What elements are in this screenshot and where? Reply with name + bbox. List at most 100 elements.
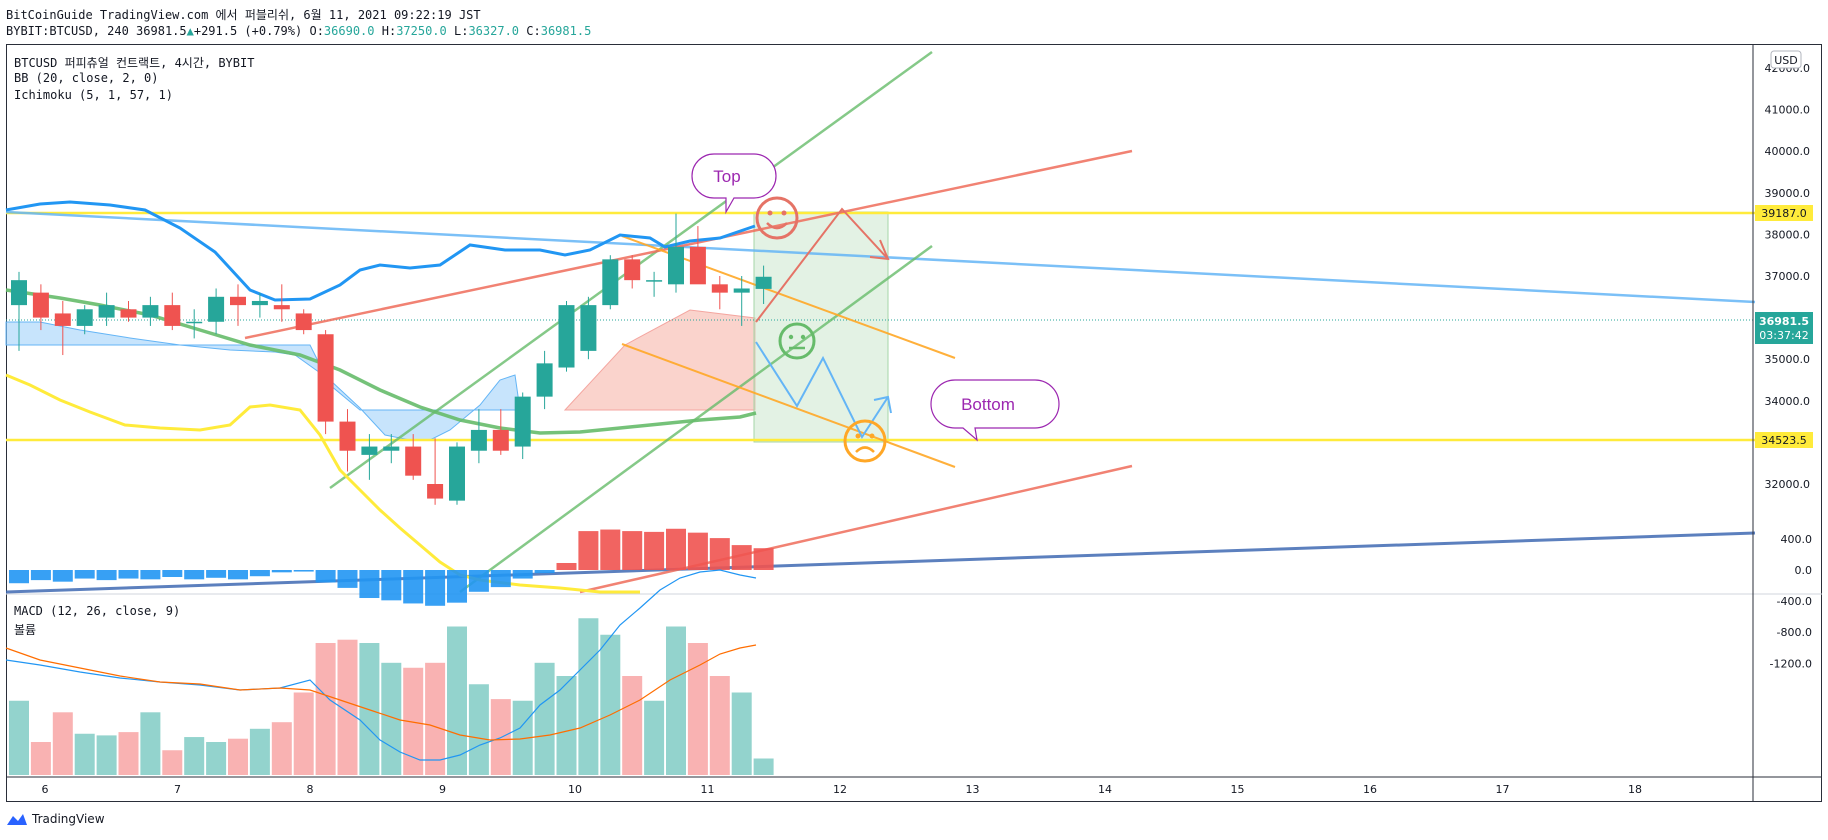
candle-body bbox=[32, 292, 49, 318]
candle-body bbox=[580, 305, 597, 351]
macd-tick-label: -1200.0 bbox=[1770, 657, 1812, 670]
candle-body bbox=[449, 446, 465, 501]
bottom-callout[interactable]: Bottom bbox=[930, 379, 1060, 442]
candle-body bbox=[383, 446, 400, 451]
macd-histogram-bar bbox=[359, 570, 380, 599]
chart-frame[interactable] bbox=[6, 44, 1822, 802]
candle-body bbox=[164, 305, 181, 326]
time-tick-label: 10 bbox=[568, 783, 582, 796]
macd-histogram-bar bbox=[644, 531, 665, 570]
volume-bar bbox=[753, 758, 774, 775]
time-tick-label: 14 bbox=[1098, 783, 1112, 796]
tradingview-logo-icon bbox=[7, 813, 27, 825]
footer-brand[interactable]: TradingView bbox=[6, 812, 105, 826]
volume-bar bbox=[600, 634, 621, 775]
candle-body bbox=[186, 321, 203, 324]
time-axis-ticks: 6 7 8 9 10 11 12 13 14 15 16 17 18 bbox=[42, 783, 1643, 796]
candle-body bbox=[668, 246, 684, 285]
candle-body bbox=[295, 313, 312, 331]
macd-histogram-bar bbox=[468, 570, 489, 592]
currency-badge bbox=[1770, 50, 1802, 69]
macd-tick-label: -400.0 bbox=[1777, 595, 1812, 608]
macd-histogram-bar bbox=[96, 570, 117, 581]
macd-histogram-bar bbox=[753, 548, 774, 570]
open-value: 36690.0 bbox=[323, 24, 375, 38]
light-blue-trendline bbox=[5, 210, 1756, 304]
bottom-callout-text: Bottom bbox=[961, 395, 1015, 414]
candle-body bbox=[755, 276, 772, 289]
volume-bar bbox=[271, 722, 292, 775]
candle-body bbox=[361, 446, 378, 455]
dark-blue-trendline bbox=[5, 531, 1756, 594]
publish-info: BitCoinGuide TradingView.com 에서 퍼블리쉬, 6월… bbox=[6, 8, 481, 22]
high-value: 37250.0 bbox=[396, 24, 447, 38]
high-label: H: bbox=[381, 24, 397, 38]
macd-histogram-bar bbox=[228, 570, 248, 580]
currency-label: USD bbox=[1774, 54, 1798, 67]
time-tick-label: 18 bbox=[1628, 783, 1642, 796]
volume-bar bbox=[52, 712, 73, 775]
macd-histogram-bar bbox=[512, 570, 533, 579]
candle-body bbox=[11, 280, 27, 306]
macd-histogram-bar bbox=[337, 570, 358, 588]
macd-histogram-bar bbox=[9, 570, 29, 584]
macd-histogram-bar bbox=[731, 545, 752, 570]
orange-channel-lower bbox=[621, 343, 956, 468]
macd-histogram-bar bbox=[709, 538, 730, 570]
price-tick-label: 41000.0 bbox=[1765, 104, 1811, 117]
candle-body bbox=[230, 296, 246, 306]
low-label: L: bbox=[454, 24, 469, 38]
time-tick-label: 11 bbox=[701, 783, 715, 796]
candle-body bbox=[208, 296, 225, 322]
price-tick-label: 35000.0 bbox=[1765, 353, 1811, 366]
time-tick-label: 15 bbox=[1231, 783, 1245, 796]
candle-body bbox=[76, 309, 93, 326]
macd-line bbox=[5, 569, 757, 761]
time-tick-label: 9 bbox=[439, 783, 446, 796]
volume-bar bbox=[381, 662, 402, 775]
candle-body bbox=[317, 334, 334, 422]
volume-bar bbox=[622, 676, 643, 775]
candle-body bbox=[624, 259, 641, 281]
macd-histogram-bar bbox=[447, 570, 467, 603]
macd-legend[interactable]: MACD (12, 26, close, 9) bbox=[14, 604, 181, 618]
macd-histogram-bar bbox=[381, 570, 402, 601]
volume-bar bbox=[74, 733, 95, 775]
volume-bar bbox=[96, 735, 117, 775]
macd-histogram-bar bbox=[403, 570, 424, 604]
ichimoku-legend[interactable]: Ichimoku (5, 1, 57, 1) bbox=[14, 88, 173, 102]
top-callout[interactable]: Top bbox=[691, 153, 777, 215]
red-channel-upper bbox=[244, 149, 1133, 340]
macd-histogram-bar bbox=[249, 570, 270, 577]
symbol-info: BYBIT:BTCUSD, 240 36981.5 bbox=[6, 24, 187, 38]
macd-histogram-bar bbox=[534, 570, 555, 574]
macd-histogram-bar bbox=[271, 570, 292, 573]
projection-arrow-down-blue bbox=[755, 341, 889, 440]
price-tick-label: 37000.0 bbox=[1765, 270, 1811, 283]
macd-histogram-bar bbox=[184, 570, 205, 580]
volume-bar bbox=[293, 692, 314, 775]
price-tick-label: 39000.0 bbox=[1765, 187, 1811, 200]
candle-body bbox=[733, 288, 750, 293]
candle-body bbox=[492, 429, 509, 451]
volume-bar bbox=[140, 712, 161, 775]
volume-legend[interactable]: 볼륨 bbox=[14, 623, 37, 637]
macd-histogram-bar bbox=[293, 570, 314, 572]
volume-bar bbox=[644, 700, 665, 775]
volume-bar bbox=[709, 676, 730, 775]
price-tick-label: 32000.0 bbox=[1765, 478, 1811, 491]
volume-bar bbox=[118, 732, 139, 775]
projection-arrowhead-blue bbox=[873, 395, 892, 414]
volume-bar bbox=[578, 618, 599, 775]
candlestick-series bbox=[11, 213, 772, 505]
red-channel-lower bbox=[579, 464, 1133, 594]
support-tag-text: 34523.5 bbox=[1761, 434, 1807, 447]
macd-histogram-bar bbox=[425, 570, 446, 606]
candle-body bbox=[514, 396, 531, 447]
bb-legend[interactable]: BB (20, close, 2, 0) bbox=[14, 71, 159, 85]
macd-histogram-bar bbox=[687, 532, 708, 570]
macd-axis-ticks: 400.0 0.0 -400.0 -800.0 -1200.0 bbox=[1770, 533, 1812, 670]
candle-body bbox=[251, 300, 268, 306]
low-value: 36327.0 bbox=[468, 24, 520, 38]
